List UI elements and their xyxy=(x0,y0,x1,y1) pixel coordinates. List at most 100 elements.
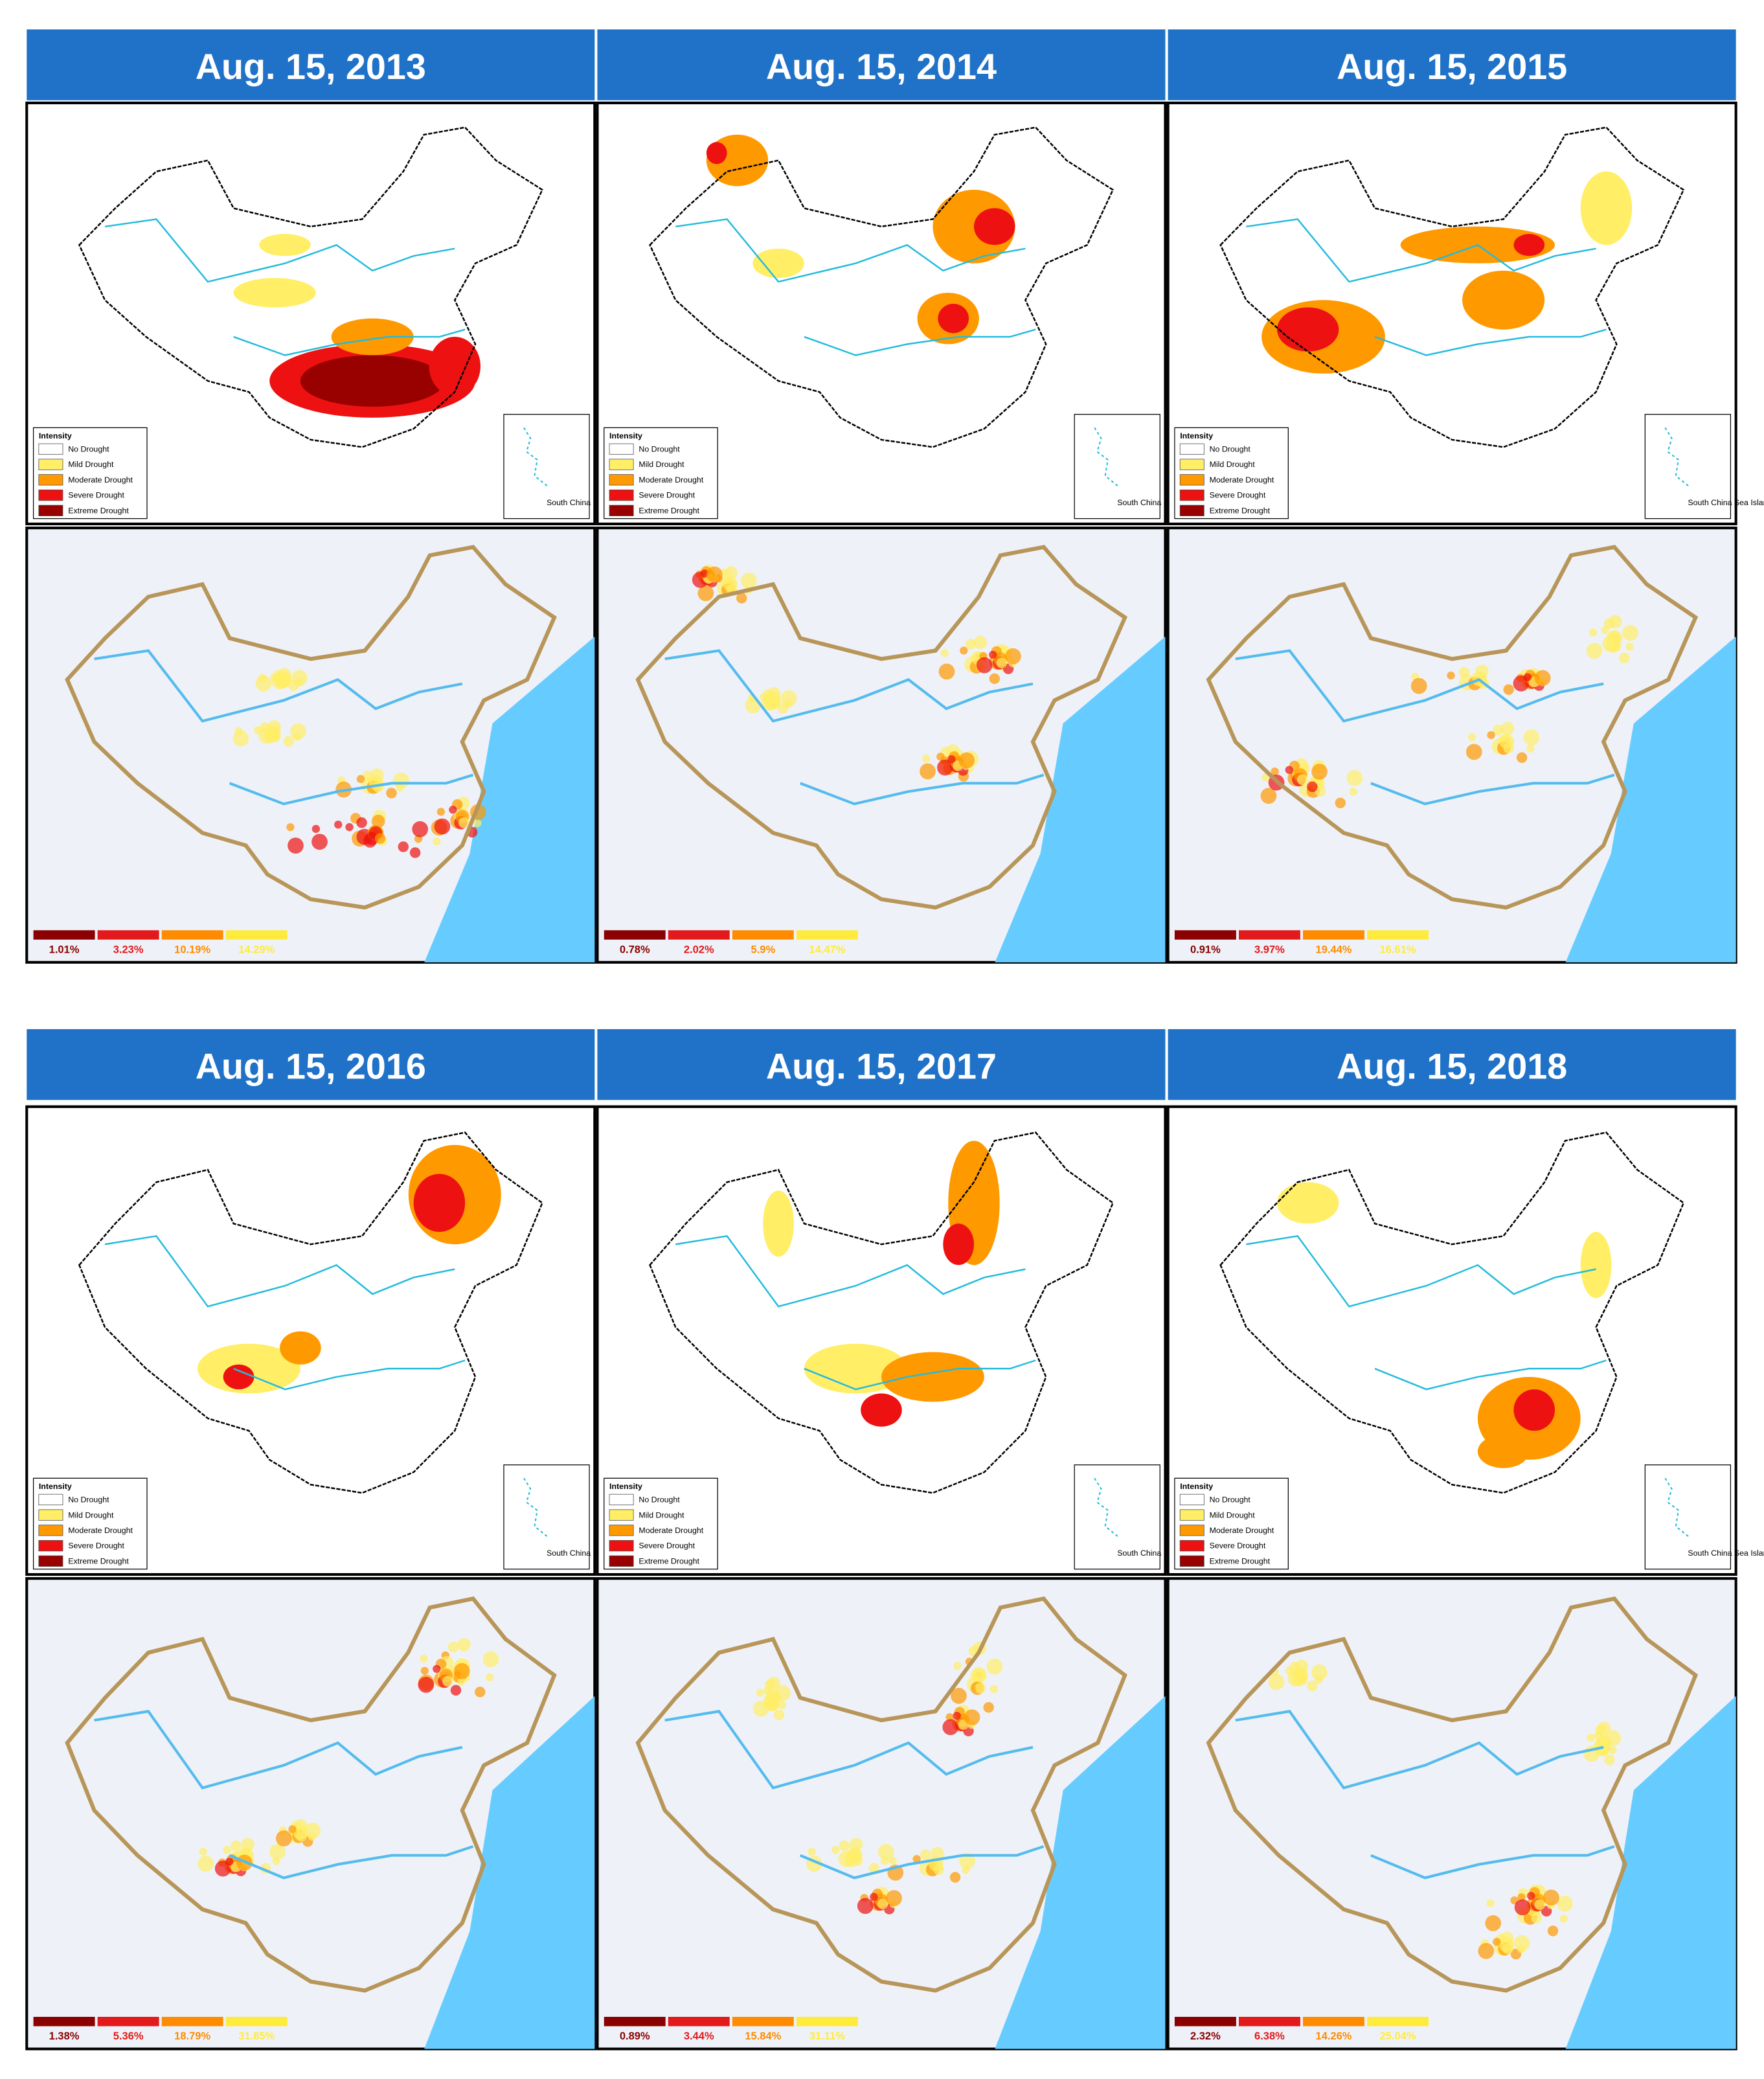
percent-bar xyxy=(796,930,858,940)
drought-area xyxy=(706,142,727,165)
drought-pixels xyxy=(949,1872,961,1883)
drought-pixels xyxy=(1307,1680,1318,1692)
drought-area xyxy=(331,318,414,356)
drought-pixels xyxy=(888,1856,897,1865)
drought-pixels xyxy=(857,1898,874,1914)
drought-pixels xyxy=(1527,1892,1535,1900)
drought-area xyxy=(861,1393,902,1427)
percent-label: 18.79% xyxy=(174,2030,210,2042)
drought-pixels xyxy=(1543,1889,1559,1906)
title-bar xyxy=(1168,29,1736,100)
legend-label: Severe Drought xyxy=(68,1541,124,1551)
drought-pixels xyxy=(1601,626,1609,634)
panel-title: Aug. 15, 2018 xyxy=(1337,1046,1567,1086)
drought-pixels xyxy=(304,1823,321,1839)
drought-pixels xyxy=(959,1852,975,1869)
inset-islands xyxy=(523,1477,548,1538)
percent-label: 10.19% xyxy=(174,944,210,955)
percent-label: 15.84% xyxy=(745,2030,781,2042)
drought-pixels xyxy=(989,1685,999,1694)
drought-pixels xyxy=(275,1830,292,1846)
legend-swatch xyxy=(1179,489,1204,501)
drought-area xyxy=(1477,1435,1530,1468)
legend-label: Moderate Drought xyxy=(639,475,703,484)
legend-label: Extreme Drought xyxy=(1210,506,1271,515)
legend-swatch xyxy=(1179,443,1204,455)
legend-label: Moderate Drought xyxy=(1210,1526,1274,1535)
legend-swatch xyxy=(1179,459,1204,470)
drought-pixels xyxy=(1493,1938,1501,1946)
country-border xyxy=(1206,545,1699,910)
drought-pixels xyxy=(1517,1893,1526,1902)
drought-pixels xyxy=(345,823,354,832)
legend-title: Intensity xyxy=(39,1482,72,1491)
drought-pixels xyxy=(756,1688,765,1697)
drought-pixels xyxy=(232,730,249,747)
drought-pixels xyxy=(769,1699,780,1710)
inset-islands xyxy=(1664,1477,1690,1538)
drought-pixels xyxy=(1311,1664,1328,1681)
drought-pixels xyxy=(700,569,708,578)
river xyxy=(1246,1235,1596,1308)
drought-pixels xyxy=(447,1641,459,1653)
drought-area xyxy=(943,1223,974,1266)
inset-islands xyxy=(1664,427,1690,487)
percent-label: 5.36% xyxy=(113,2030,144,2042)
drought-pixels xyxy=(199,1847,207,1856)
drought-pixels xyxy=(1335,797,1346,809)
percent-bar xyxy=(161,930,223,940)
drought-pixels xyxy=(486,1673,494,1682)
drought-pixels xyxy=(951,1688,967,1704)
river xyxy=(675,1235,1026,1308)
legend-swatch xyxy=(1179,1525,1204,1536)
drought-pixels xyxy=(1625,642,1634,651)
drought-pixels xyxy=(269,1844,286,1860)
legend-box xyxy=(1174,1477,1289,1570)
drought-pixels xyxy=(1260,788,1277,804)
percent-label: 14.26% xyxy=(1316,2030,1352,2042)
percent-bar xyxy=(1303,930,1364,940)
drought-pixels xyxy=(1514,1899,1531,1916)
river xyxy=(804,1359,1036,1391)
drought-pixels xyxy=(1599,1744,1610,1755)
panel-title: Aug. 15, 2013 xyxy=(196,47,426,87)
drought-pixels xyxy=(450,1685,462,1696)
drought-pixels xyxy=(1478,1942,1495,1959)
drought-area xyxy=(1277,1182,1339,1224)
legend-label: Severe Drought xyxy=(639,491,695,500)
river xyxy=(799,773,1045,806)
river xyxy=(1374,328,1607,356)
river xyxy=(1370,773,1615,806)
sea xyxy=(1565,1696,1736,2049)
legend-title: Intensity xyxy=(1180,431,1213,440)
river xyxy=(229,773,474,806)
river xyxy=(799,1845,1045,1880)
legend-label: Moderate Drought xyxy=(1210,475,1274,484)
drought-pixels xyxy=(230,1840,242,1852)
drought-pixels xyxy=(1523,729,1540,746)
percent-bar xyxy=(604,2017,666,2027)
drought-area xyxy=(804,1343,907,1394)
percent-label: 0.91% xyxy=(1190,944,1221,955)
drought-pixels xyxy=(1618,652,1630,664)
drought-pixels xyxy=(877,1844,894,1860)
drought-area xyxy=(259,234,311,256)
legend-label: No Drought xyxy=(1210,445,1251,454)
panel-title: Aug. 15, 2017 xyxy=(766,1046,997,1086)
drought-pixels xyxy=(288,1825,297,1834)
legend-swatch xyxy=(38,474,63,486)
drought-pixels xyxy=(1005,648,1021,665)
drought-pixels xyxy=(775,1685,791,1701)
sea xyxy=(995,636,1166,962)
legend-swatch xyxy=(609,1525,634,1536)
percent-label: 25.04% xyxy=(1380,2030,1416,2042)
drought-pixels xyxy=(1557,1895,1573,1912)
legend-label: Mild Drought xyxy=(68,1510,114,1519)
drought-pixels xyxy=(223,1846,231,1854)
country-border xyxy=(65,1596,557,1993)
drought-pixels xyxy=(280,676,291,688)
percent-bar xyxy=(33,2017,95,2027)
inset-islands xyxy=(1094,427,1119,487)
drought-pixels xyxy=(965,639,977,650)
legend-swatch xyxy=(609,1555,634,1567)
